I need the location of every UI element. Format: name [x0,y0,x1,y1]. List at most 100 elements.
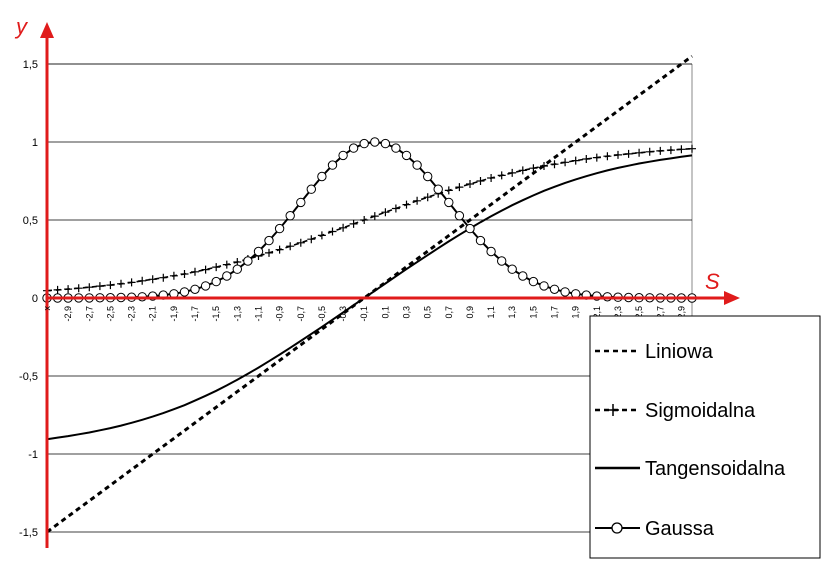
x-tick-label: 1,7 [550,306,560,319]
marker-plus [582,155,591,163]
marker-circle [285,211,295,221]
x-tick-label: 0,1 [380,306,390,319]
x-tick-label: 1,9 [571,306,581,319]
marker-circle [338,150,348,161]
marker-plus [138,276,147,285]
x-tick-label: -0,9 [275,306,285,322]
marker-circle [454,211,465,221]
marker-circle [190,284,200,294]
y-tick-label: 0,5 [23,215,38,227]
marker-circle [423,171,433,182]
grid-layer [47,63,693,533]
marker-plus [169,271,178,280]
legend-item-liniowa: Liniowa [595,341,714,363]
x-tick-label: -2,9 [63,306,73,322]
legend-box [589,315,821,559]
marker-plus [191,267,199,276]
marker-circle [391,143,401,153]
y-tick-label: -0,5 [19,371,38,383]
legend-label-tangensoidalna: Tangensoidalna [645,458,786,480]
marker-plus [466,180,474,188]
marker-plus [413,196,422,205]
legend-label-gaussa: Gaussa [645,518,715,540]
marker-plus [561,158,570,167]
marker-circle [528,276,539,287]
marker-plus [317,231,326,240]
marker-plus [275,245,284,254]
marker-plus [391,204,400,213]
marker-plus [212,263,221,272]
marker-plus [624,149,633,158]
marker-plus [159,273,168,282]
marker-circle [327,160,338,170]
marker-plus [497,171,506,180]
marker-circle [274,223,285,234]
legend-item-sigmoidalna: Sigmoidalna [595,400,756,422]
x-tick-label: 2,5 [634,306,644,319]
legend-item-gaussa: Gaussa [595,518,715,540]
marker-circle [380,138,391,149]
x-tick-label: -0,7 [296,306,306,322]
marker-plus [381,208,390,217]
marker-plus [645,147,654,156]
y-tick-label: -1 [28,449,38,461]
series-line-tangensoidalna [46,154,693,441]
marker-plus [677,145,686,154]
x-tick-label: -1,5 [211,306,221,322]
marker-plus [64,285,73,294]
marker-circle [200,281,211,291]
marker-plus [550,160,559,169]
x-tick-label: 0,3 [402,306,412,319]
marker-plus [296,238,305,247]
marker-circle [518,271,528,281]
marker-plus [592,153,601,162]
marker-plus [265,248,273,257]
marker-plus [635,148,644,157]
marker-plus [666,146,675,155]
marker-plus [402,200,411,209]
legend-marker-plus [607,404,619,416]
marker-plus [656,146,665,155]
marker-plus [74,284,83,293]
marker-plus [180,270,189,278]
marker-plus [349,219,358,228]
x-tick-label: 1,5 [528,306,538,319]
x-tick-label: 0,9 [465,306,475,319]
marker-plus [518,166,527,175]
marker-plus [529,164,538,173]
marker-plus [222,260,231,269]
x-tick-label: 0,5 [423,306,433,319]
marker-plus [688,144,696,153]
marker-plus [455,183,464,192]
axis-layer [40,22,740,548]
x-tick-label: -2,5 [105,306,115,322]
marker-plus [540,162,548,170]
marker-plus [286,242,295,251]
marker-circle [465,223,475,234]
legend-label-liniowa: Liniowa [645,341,714,363]
x-tick-label: -0,5 [317,306,327,322]
x-axis-arrow [724,291,740,305]
x-tick-label: x [42,306,52,311]
x-tick-label: -2,1 [148,306,158,322]
y-axis-arrow [40,22,54,38]
marker-plus [201,265,210,274]
x-tick-label: -1,3 [232,306,242,322]
y-tick-label: 1,5 [23,59,38,71]
marker-plus [423,193,432,202]
x-tick-label: -1,1 [253,306,263,322]
legend-label-sigmoidalna: Sigmoidalna [645,400,756,422]
marker-circle [306,184,316,194]
y-axis-letter: y [14,14,29,39]
marker-plus [106,281,115,290]
x-tick-label: 2,7 [655,306,665,319]
y-tick-label: 1 [32,137,38,149]
x-tick-label: -0,1 [359,306,369,322]
marker-plus [487,174,496,182]
marker-circle [296,197,306,208]
marker-plus [127,278,136,287]
marker-plus [117,279,125,288]
x-tick-label: 2,9 [676,306,686,319]
marker-circle [243,256,253,266]
